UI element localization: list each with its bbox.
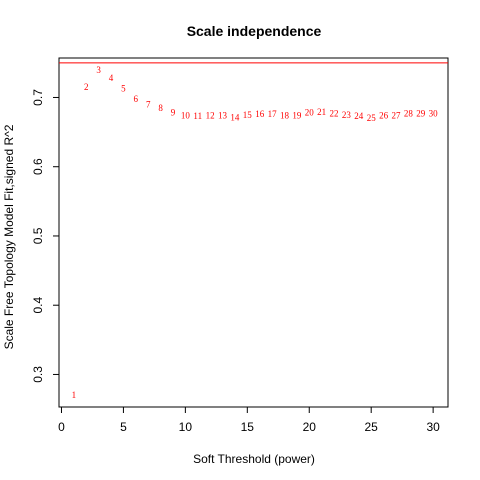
point-label-19: 19: [292, 110, 302, 120]
y-tick-label: 0.4: [31, 297, 45, 314]
point-label-3: 3: [96, 65, 101, 75]
y-tick-label: 0.5: [31, 227, 45, 244]
y-axis-label: Scale Free Topology Model Fit,signed R^2: [2, 124, 16, 349]
point-label-12: 12: [206, 110, 215, 120]
point-label-28: 28: [404, 108, 414, 118]
point-label-13: 13: [218, 110, 228, 120]
x-tick-label: 25: [365, 420, 379, 434]
point-label-2: 2: [84, 82, 89, 92]
point-label-16: 16: [255, 109, 265, 119]
point-label-8: 8: [158, 103, 163, 113]
point-label-7: 7: [146, 99, 151, 109]
x-tick-label: 30: [426, 420, 440, 434]
point-label-10: 10: [181, 110, 191, 120]
point-label-5: 5: [121, 83, 126, 93]
point-label-4: 4: [109, 73, 114, 83]
point-label-14: 14: [230, 113, 240, 123]
point-label-22: 22: [330, 108, 339, 118]
point-label-26: 26: [379, 110, 389, 120]
x-axis-label: Soft Threshold (power): [193, 452, 315, 466]
point-label-23: 23: [342, 110, 352, 120]
point-label-15: 15: [243, 110, 253, 120]
point-label-18: 18: [280, 110, 290, 120]
x-tick-label: 20: [303, 420, 317, 434]
x-tick-label: 15: [241, 420, 255, 434]
point-label-1: 1: [72, 390, 77, 400]
x-axis: 0 5 10 15 20 25 30: [58, 406, 440, 434]
y-tick-label: 0.7: [31, 89, 45, 106]
point-label-25: 25: [367, 113, 377, 123]
point-label-24: 24: [354, 111, 364, 121]
point-label-30: 30: [429, 108, 439, 118]
y-tick-label: 0.3: [31, 366, 45, 383]
y-tick-label: 0.6: [31, 158, 45, 175]
point-label-17: 17: [268, 109, 278, 119]
point-label-27: 27: [391, 110, 401, 120]
point-label-11: 11: [193, 111, 202, 121]
point-label-20: 20: [305, 108, 315, 118]
x-tick-label: 10: [179, 420, 193, 434]
chart-title: Scale independence: [187, 23, 322, 39]
x-tick-label: 5: [120, 420, 127, 434]
point-label-29: 29: [416, 108, 426, 118]
x-tick-label: 0: [58, 420, 65, 434]
point-label-9: 9: [171, 108, 176, 118]
plot-frame: [58, 57, 449, 408]
y-axis: 0.3 0.4 0.5 0.6 0.7: [31, 89, 60, 383]
point-label-21: 21: [317, 107, 326, 117]
point-label-6: 6: [134, 94, 139, 104]
